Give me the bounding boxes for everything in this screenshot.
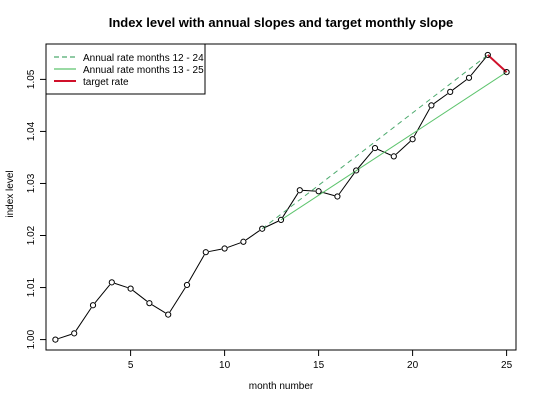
data-point xyxy=(447,88,454,95)
x-tick-label: 20 xyxy=(407,360,419,371)
data-point xyxy=(334,193,341,200)
y-tick-label: 1.02 xyxy=(26,225,37,245)
chart-title: Index level with annual slopes and targe… xyxy=(109,15,454,30)
data-point xyxy=(428,102,435,109)
index-line-segment xyxy=(470,57,487,76)
index-line-segment xyxy=(338,172,355,195)
index-line-segment xyxy=(413,107,431,137)
data-point xyxy=(371,144,379,152)
data-point xyxy=(108,279,115,286)
index-line-segment xyxy=(321,191,335,197)
index-line-segment xyxy=(227,242,241,248)
y-tick-label: 1.00 xyxy=(26,329,37,349)
y-axis-label: index level xyxy=(5,170,16,217)
data-point xyxy=(259,225,266,232)
legend-label-target-rate: target rate xyxy=(83,77,129,88)
index-line-segment xyxy=(302,189,316,192)
index-line-segment xyxy=(169,287,186,313)
data-point xyxy=(484,51,491,59)
index-line-segment xyxy=(114,282,128,289)
index-line-segment xyxy=(151,304,166,314)
index-line-segment xyxy=(282,192,299,218)
index-line-segment xyxy=(433,93,448,104)
index-line-segment xyxy=(395,141,411,155)
data-point xyxy=(71,330,78,337)
data-point xyxy=(409,136,416,143)
annual-rate-13-25-line xyxy=(280,71,507,221)
legend-label-annual-13-25: Annual rate months 13 - 25 xyxy=(83,65,204,76)
data-points xyxy=(52,51,510,343)
data-point xyxy=(465,74,473,81)
target-rate-line xyxy=(487,54,508,73)
index-line-segment xyxy=(245,230,260,241)
data-point xyxy=(277,216,285,223)
data-point xyxy=(240,238,247,245)
axes: 5 10 15 20 25 1.00 1.01 1.02 1.03 1.04 1.05 xyxy=(26,69,513,371)
x-axis-label: month number xyxy=(249,381,314,392)
x-tick-label: 25 xyxy=(501,360,513,371)
data-point xyxy=(183,281,191,289)
legend-label-annual-12-24: Annual rate months 12 - 24 xyxy=(83,53,204,64)
data-point xyxy=(146,300,153,307)
index-line-segment xyxy=(357,150,374,169)
y-tick-label: 1.03 xyxy=(26,173,37,193)
x-tick-label: 5 xyxy=(128,360,134,371)
legend: Annual rate months 12 - 24 Annual rate m… xyxy=(45,43,206,95)
index-line-segment xyxy=(58,333,72,340)
y-tick-label: 1.01 xyxy=(26,277,37,297)
data-point xyxy=(296,187,303,194)
index-line-segment xyxy=(94,284,111,304)
x-tick-label: 15 xyxy=(313,360,325,371)
y-tick-label: 1.04 xyxy=(26,121,37,141)
data-point xyxy=(165,311,172,318)
annual-rate-12-24-line xyxy=(261,54,489,230)
series-lines xyxy=(58,54,508,340)
data-point xyxy=(315,188,322,195)
index-line-segment xyxy=(452,79,467,91)
plot-frame xyxy=(45,43,517,351)
data-point xyxy=(52,336,59,343)
x-tick-label: 10 xyxy=(219,360,231,371)
data-point xyxy=(221,245,228,252)
y-tick-label: 1.05 xyxy=(26,69,37,89)
data-point xyxy=(390,153,397,160)
index-line-segment xyxy=(264,220,279,228)
index-line-segment xyxy=(208,248,222,253)
index-line-segment xyxy=(188,254,205,283)
data-point xyxy=(503,69,510,76)
data-point xyxy=(202,249,209,256)
data-point xyxy=(127,285,134,292)
data-point xyxy=(89,302,97,309)
index-line-segment xyxy=(132,290,148,302)
data-point xyxy=(353,167,360,174)
index-line-segment xyxy=(75,307,92,331)
